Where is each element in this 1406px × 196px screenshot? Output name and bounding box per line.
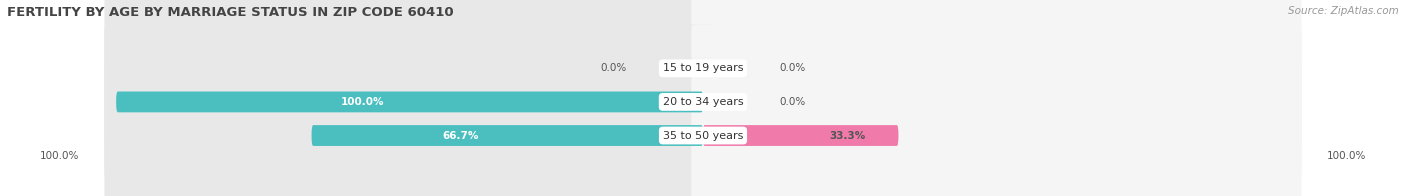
- FancyBboxPatch shape: [703, 125, 898, 146]
- FancyBboxPatch shape: [692, 58, 1302, 196]
- FancyBboxPatch shape: [104, 58, 714, 196]
- Text: 100.0%: 100.0%: [340, 97, 384, 107]
- Text: 0.0%: 0.0%: [779, 63, 806, 73]
- Text: 15 to 19 years: 15 to 19 years: [662, 63, 744, 73]
- Text: 66.7%: 66.7%: [441, 131, 478, 141]
- Text: Source: ZipAtlas.com: Source: ZipAtlas.com: [1288, 6, 1399, 16]
- FancyBboxPatch shape: [117, 92, 703, 112]
- Text: 35 to 50 years: 35 to 50 years: [662, 131, 744, 141]
- FancyBboxPatch shape: [692, 24, 1302, 180]
- Text: 33.3%: 33.3%: [830, 131, 866, 141]
- Text: FERTILITY BY AGE BY MARRIAGE STATUS IN ZIP CODE 60410: FERTILITY BY AGE BY MARRIAGE STATUS IN Z…: [7, 6, 454, 19]
- Text: 20 to 34 years: 20 to 34 years: [662, 97, 744, 107]
- FancyBboxPatch shape: [104, 24, 714, 180]
- FancyBboxPatch shape: [312, 125, 703, 146]
- Text: 100.0%: 100.0%: [39, 151, 79, 161]
- Text: 0.0%: 0.0%: [600, 63, 627, 73]
- FancyBboxPatch shape: [104, 0, 714, 146]
- FancyBboxPatch shape: [692, 0, 1302, 146]
- Text: 0.0%: 0.0%: [779, 97, 806, 107]
- Text: 100.0%: 100.0%: [1327, 151, 1367, 161]
